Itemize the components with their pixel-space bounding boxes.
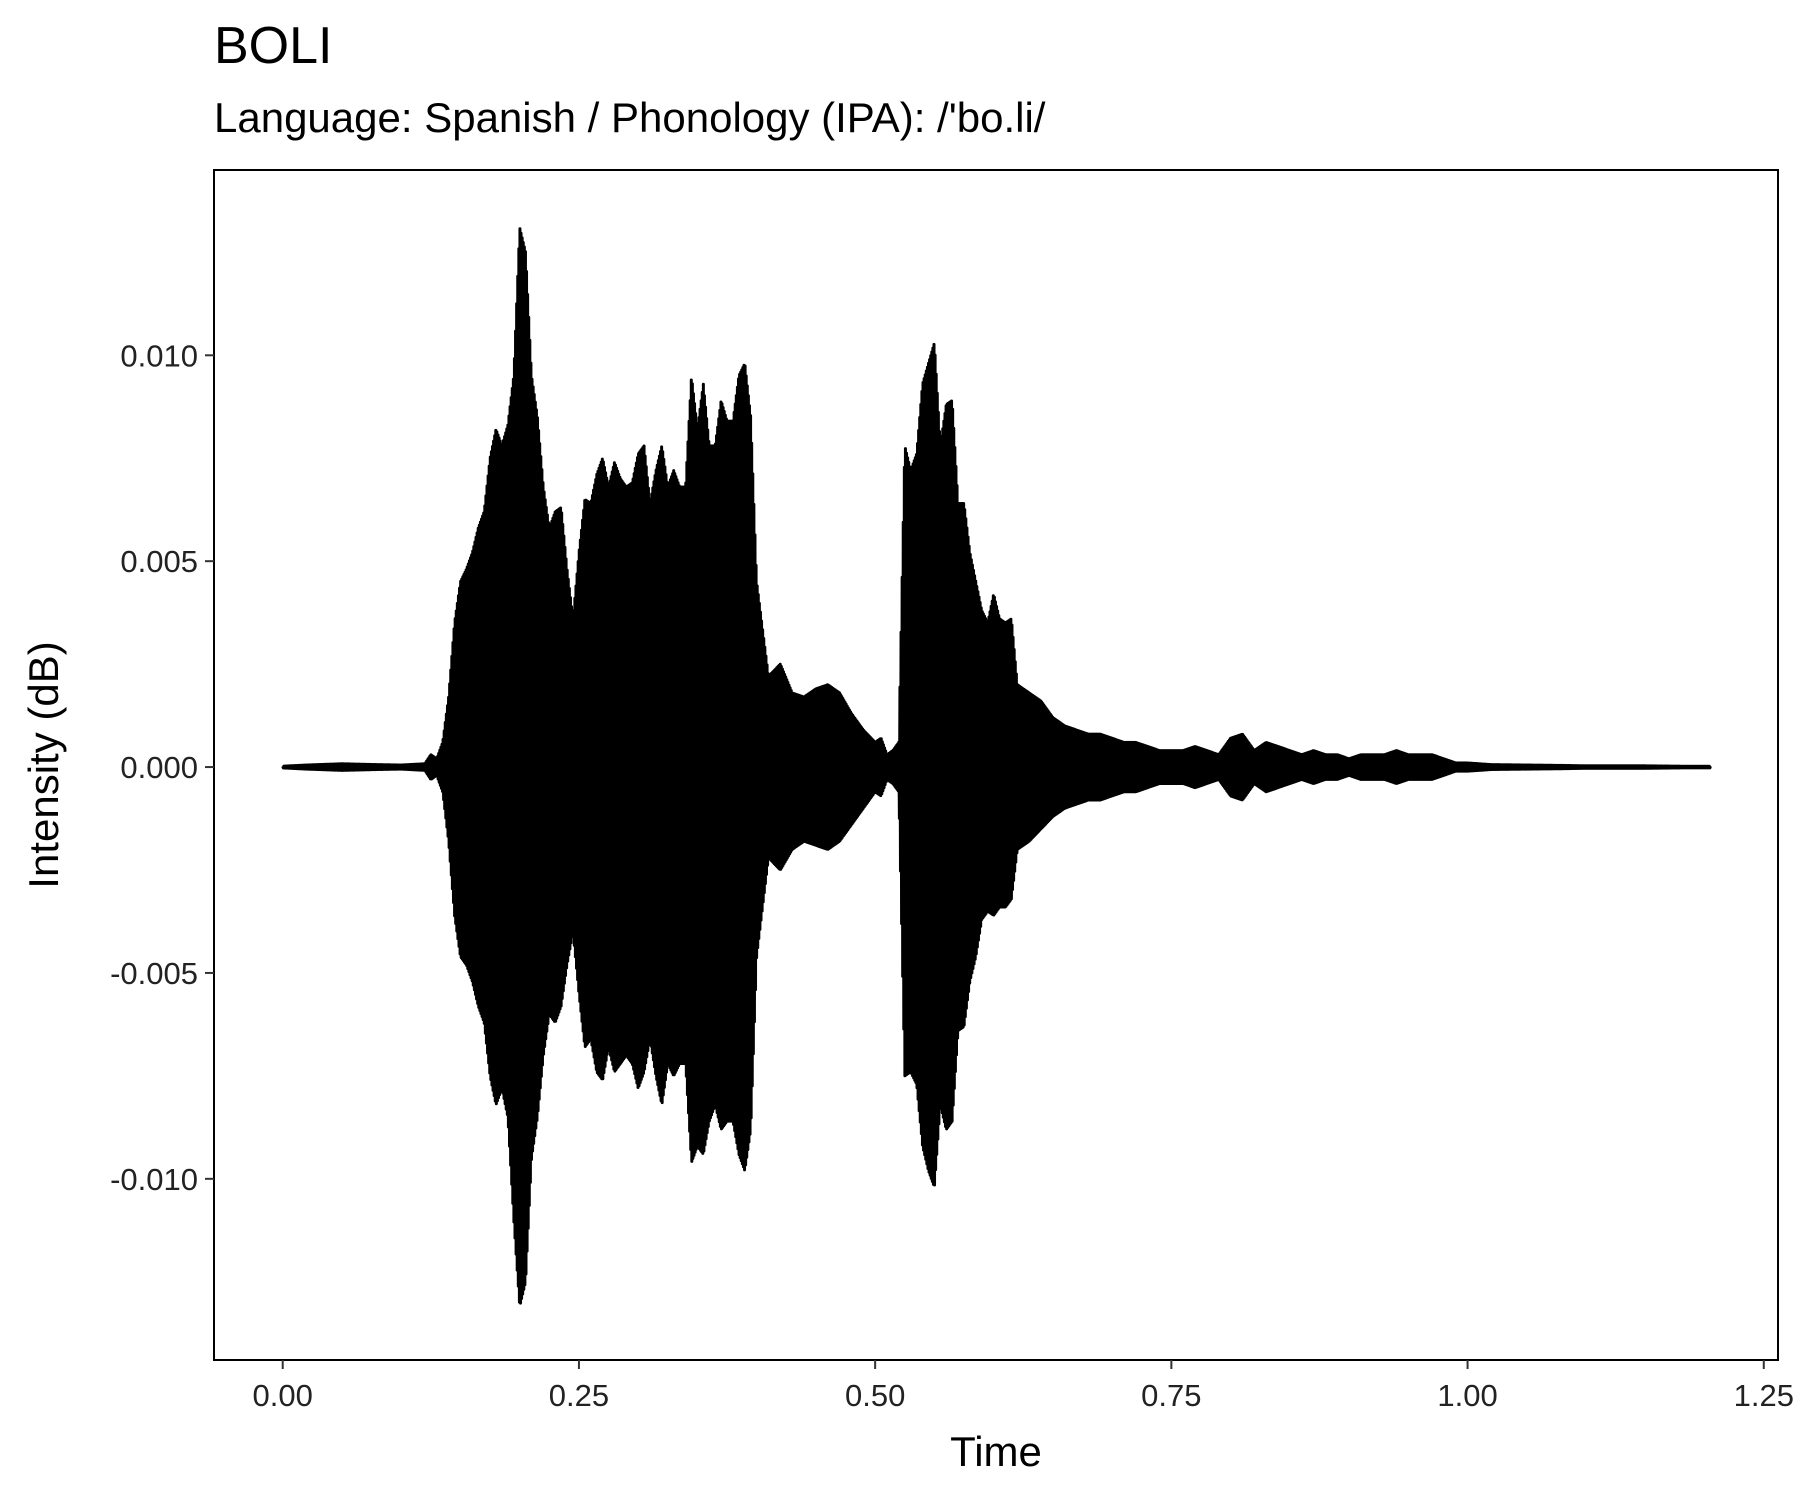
x-axis-title: Time — [950, 1428, 1042, 1475]
waveform-series — [281, 227, 1712, 1305]
x-tick-label: 0.25 — [549, 1378, 609, 1413]
x-axis: 0.00 0.25 0.50 0.75 1.00 1.25 — [253, 1360, 1794, 1413]
y-tick-label: -0.010 — [110, 1162, 198, 1197]
y-tick-label: 0.005 — [120, 544, 198, 579]
x-tick-label: 1.00 — [1437, 1378, 1497, 1413]
chart-subtitle: Language: Spanish / Phonology (IPA): /'b… — [214, 94, 1046, 141]
y-tick-label: -0.005 — [110, 956, 198, 991]
x-tick-label: 0.50 — [845, 1378, 905, 1413]
y-tick-label: 0.000 — [120, 750, 198, 785]
y-tick-label: 0.010 — [120, 338, 198, 373]
x-tick-label: 0.75 — [1141, 1378, 1201, 1413]
y-axis: -0.010 -0.005 0.000 0.005 0.010 — [110, 338, 214, 1197]
x-tick-label: 1.25 — [1734, 1378, 1794, 1413]
x-tick-label: 0.00 — [253, 1378, 313, 1413]
y-axis-title: Intensity (dB) — [20, 641, 67, 888]
chart-title: BOLI — [214, 17, 333, 75]
